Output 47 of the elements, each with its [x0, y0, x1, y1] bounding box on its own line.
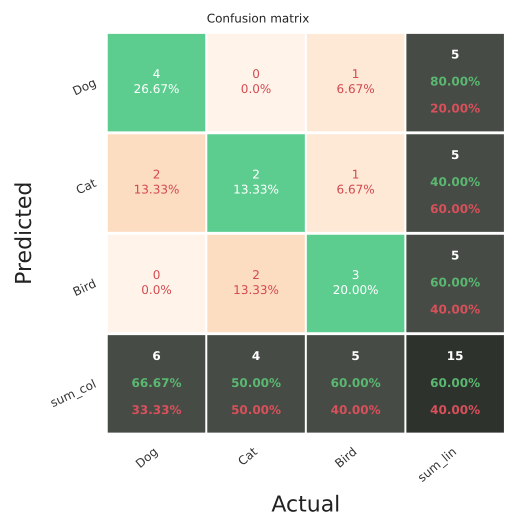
annotation: 40.00% — [430, 175, 480, 190]
annotation: 60.00% — [430, 276, 480, 290]
annotation: 26.67% — [134, 82, 180, 96]
annotation: 13.33% — [233, 283, 279, 298]
data-label: 2 — [252, 268, 260, 282]
annotation: 13.33% — [134, 182, 180, 197]
y-axis-title: Predicted — [12, 182, 37, 285]
data-label: 0 — [152, 268, 160, 282]
annotation: 50.00% — [231, 376, 282, 390]
annotation: 33.33% — [132, 403, 182, 418]
annotation: 40.00% — [330, 403, 381, 418]
data-label: 0 — [252, 67, 260, 82]
annotation: 0.0% — [141, 283, 172, 298]
annotation: 6.67% — [336, 82, 375, 96]
x-axis-title: Actual — [271, 492, 340, 518]
data-label: 5 — [450, 248, 460, 263]
annotation: 20.00% — [332, 283, 378, 298]
y-tick-label: Bird — [70, 276, 98, 300]
annotation: 6.67% — [336, 182, 375, 197]
annotation: 0.0% — [240, 82, 272, 96]
annotation: 20.00% — [430, 102, 480, 116]
annotation: 13.33% — [233, 182, 279, 197]
x-tick-label: Cat — [235, 444, 260, 468]
data-label: 5 — [450, 148, 460, 162]
chart-title: Confusion matrix — [206, 11, 310, 26]
annotation: 60.00% — [430, 376, 480, 390]
data-label: 2 — [252, 168, 260, 182]
data-label: 5 — [351, 349, 360, 364]
data-label: 4 — [152, 67, 160, 82]
data-label: 15 — [446, 349, 464, 364]
y-tick-label: Cat — [74, 176, 99, 198]
data-label: 6 — [152, 349, 161, 364]
data-label: 5 — [450, 48, 460, 62]
annotation: 60.00% — [430, 202, 480, 216]
annotation: 66.67% — [132, 376, 182, 390]
data-label: 4 — [252, 349, 260, 364]
data-label: 1 — [352, 168, 360, 182]
data-label: 2 — [152, 168, 160, 182]
annotation: 40.00% — [430, 403, 480, 418]
x-tick-label: Dog — [132, 444, 160, 471]
annotation: 80.00% — [430, 74, 480, 89]
annotation: 60.00% — [330, 376, 381, 390]
annotation: 50.00% — [231, 403, 282, 418]
annotation: 40.00% — [430, 302, 480, 317]
data-label: 3 — [352, 268, 360, 282]
data-label: 1 — [352, 67, 360, 82]
y-tick-label: Dog — [70, 75, 98, 98]
